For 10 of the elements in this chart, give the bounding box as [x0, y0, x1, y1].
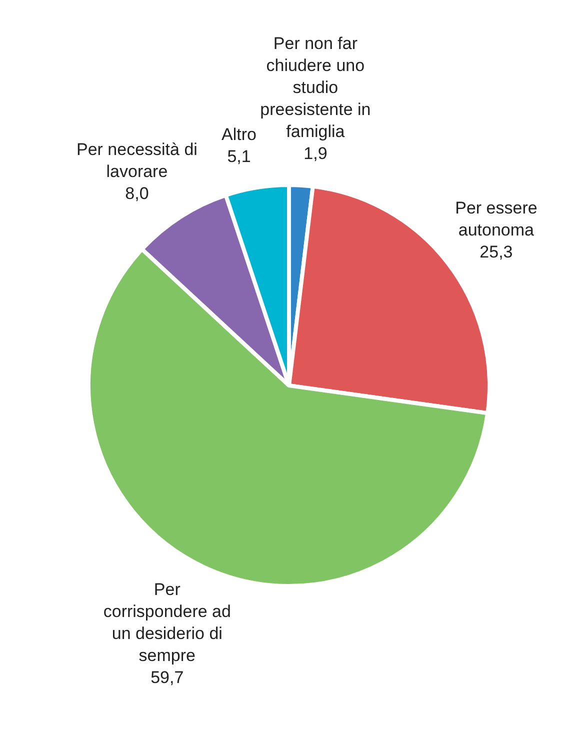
slice-label: Per non far chiudere uno studio preesistente in famiglia [260, 34, 371, 142]
data-label: 5,1 [227, 146, 251, 166]
slice-label: Per necessità di lavorare [76, 140, 198, 182]
data-label: 25,3 [480, 242, 513, 262]
data-label: 1,9 [304, 144, 328, 164]
slice-label: Per corrispondere ad un desiderio di sempre [103, 580, 231, 666]
data-label: 59,7 [150, 668, 184, 688]
slice-label: Altro [222, 124, 257, 144]
slice-label: Per essere autonoma [455, 198, 538, 240]
data-label: 8,0 [125, 184, 149, 204]
